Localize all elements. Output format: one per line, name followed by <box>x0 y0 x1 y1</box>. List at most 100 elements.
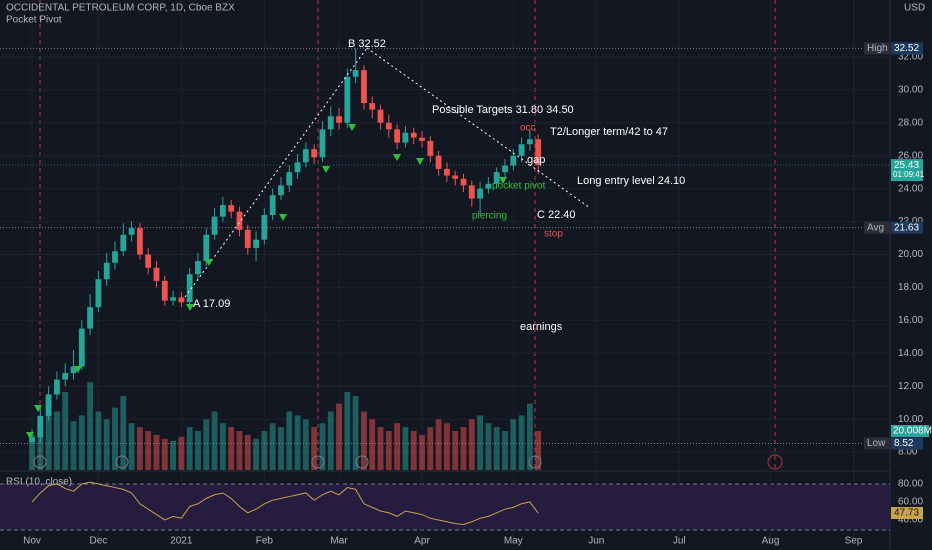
candle-body <box>444 168 450 176</box>
annotation: stop <box>544 229 563 240</box>
rsi-band <box>0 484 890 530</box>
annotation: Long entry level 24.10 <box>577 175 685 187</box>
candle-body <box>161 280 168 301</box>
candle-body <box>468 185 475 199</box>
candle-body <box>526 139 533 145</box>
candle-body <box>195 261 201 275</box>
annotation: earnings <box>520 321 563 333</box>
candle-body <box>352 70 359 77</box>
volume-bar <box>120 395 127 470</box>
volume-bar <box>161 438 168 470</box>
candle-body <box>427 140 434 156</box>
earnings-icons <box>33 454 783 470</box>
annotation: T2/Longer term/42 to 47 <box>550 126 668 138</box>
volume-bar <box>385 431 392 470</box>
volume-bar <box>526 403 533 470</box>
y-tick-label: 14.00 <box>898 348 923 359</box>
candle-body <box>145 254 152 268</box>
volume-bar <box>510 419 517 470</box>
volume-bar <box>311 427 318 470</box>
candle-body <box>219 205 226 217</box>
volume-bar <box>195 431 201 470</box>
annotation: piercing <box>472 211 507 222</box>
rsi-tick-label: 60.00 <box>898 497 923 508</box>
level-name: Low <box>867 438 886 449</box>
volume-bar <box>435 419 442 470</box>
x-tick-label: Apr <box>414 536 430 547</box>
candle-body <box>394 129 401 143</box>
volume-bar <box>228 427 235 470</box>
candle-body <box>510 155 517 166</box>
candle-body <box>136 228 143 255</box>
volume-bar <box>327 411 334 470</box>
candle-body <box>186 274 193 303</box>
volume-bar <box>502 431 508 470</box>
candle-body <box>419 137 425 141</box>
volume-bar <box>70 421 77 470</box>
x-tick-label: 2021 <box>170 536 193 547</box>
x-tick-label: Aug <box>762 536 780 547</box>
x-tick-label: Mar <box>330 536 348 547</box>
volume-bar <box>45 401 52 470</box>
volume-bar <box>493 427 500 470</box>
volume-bar <box>186 427 193 470</box>
volume-bar <box>410 431 417 470</box>
y-tick-label: 32.00 <box>898 52 923 63</box>
candle-body <box>336 116 342 123</box>
candle-body <box>54 379 60 395</box>
volume-bar <box>286 411 293 470</box>
volume-bar <box>29 434 35 470</box>
volume-bar <box>253 438 259 470</box>
candle-body <box>361 70 367 104</box>
candle-body <box>120 234 127 252</box>
volume-bar <box>128 423 135 470</box>
candle-body <box>294 162 301 173</box>
volume-bar <box>261 431 268 470</box>
volume-bar <box>419 434 425 470</box>
volume-bar <box>402 427 409 470</box>
y-tick-label: 8.00 <box>898 447 918 458</box>
candle-body <box>244 229 251 248</box>
candle-body <box>493 172 500 184</box>
volume-bar <box>477 415 484 470</box>
candle-body <box>278 185 284 196</box>
level-value-box <box>891 221 923 234</box>
volume-bar <box>153 434 160 470</box>
volume-bar <box>278 427 284 470</box>
volume-bar <box>427 427 434 470</box>
level-value: 21.63 <box>894 222 919 233</box>
pocket-pivot-markers <box>26 124 507 439</box>
currency: USD <box>904 3 925 14</box>
candle-body <box>170 297 176 301</box>
candle-body <box>377 109 384 123</box>
x-tick-label: Jun <box>588 536 604 547</box>
volume-bar <box>62 392 69 470</box>
candle-body <box>460 178 467 186</box>
volume-bar <box>211 411 218 470</box>
y-tick-label: 10.00 <box>898 414 923 425</box>
candle-body <box>452 175 459 179</box>
countdown: 01:09:41 <box>893 170 925 179</box>
y-tick-label: 24.00 <box>898 183 923 194</box>
volume-bar <box>485 423 492 470</box>
volume-bar <box>244 434 251 470</box>
candle-body <box>253 239 259 248</box>
volume-bar <box>95 411 102 470</box>
rsi-tick-label: 80.00 <box>898 479 923 490</box>
candle-body <box>410 132 417 138</box>
annotation: occ <box>520 123 536 134</box>
rsi-value: 47.73 <box>894 508 919 519</box>
volume-bar <box>269 423 276 470</box>
candle-body <box>502 165 508 173</box>
candle-body <box>78 328 85 367</box>
candle-body <box>286 172 293 186</box>
candle-body <box>112 251 118 263</box>
volume-value: 20.008M <box>893 426 932 437</box>
last-price-box <box>891 159 923 182</box>
chart-title: OCCIDENTAL PETROLEUM CORP, 1D, Cboe BZX <box>6 3 235 14</box>
volume-bar <box>336 403 342 470</box>
annotation: A 17.09 <box>193 298 230 310</box>
x-tick-label: Nov <box>23 536 41 547</box>
rsi-line <box>31 481 539 525</box>
trendlines <box>184 47 591 298</box>
